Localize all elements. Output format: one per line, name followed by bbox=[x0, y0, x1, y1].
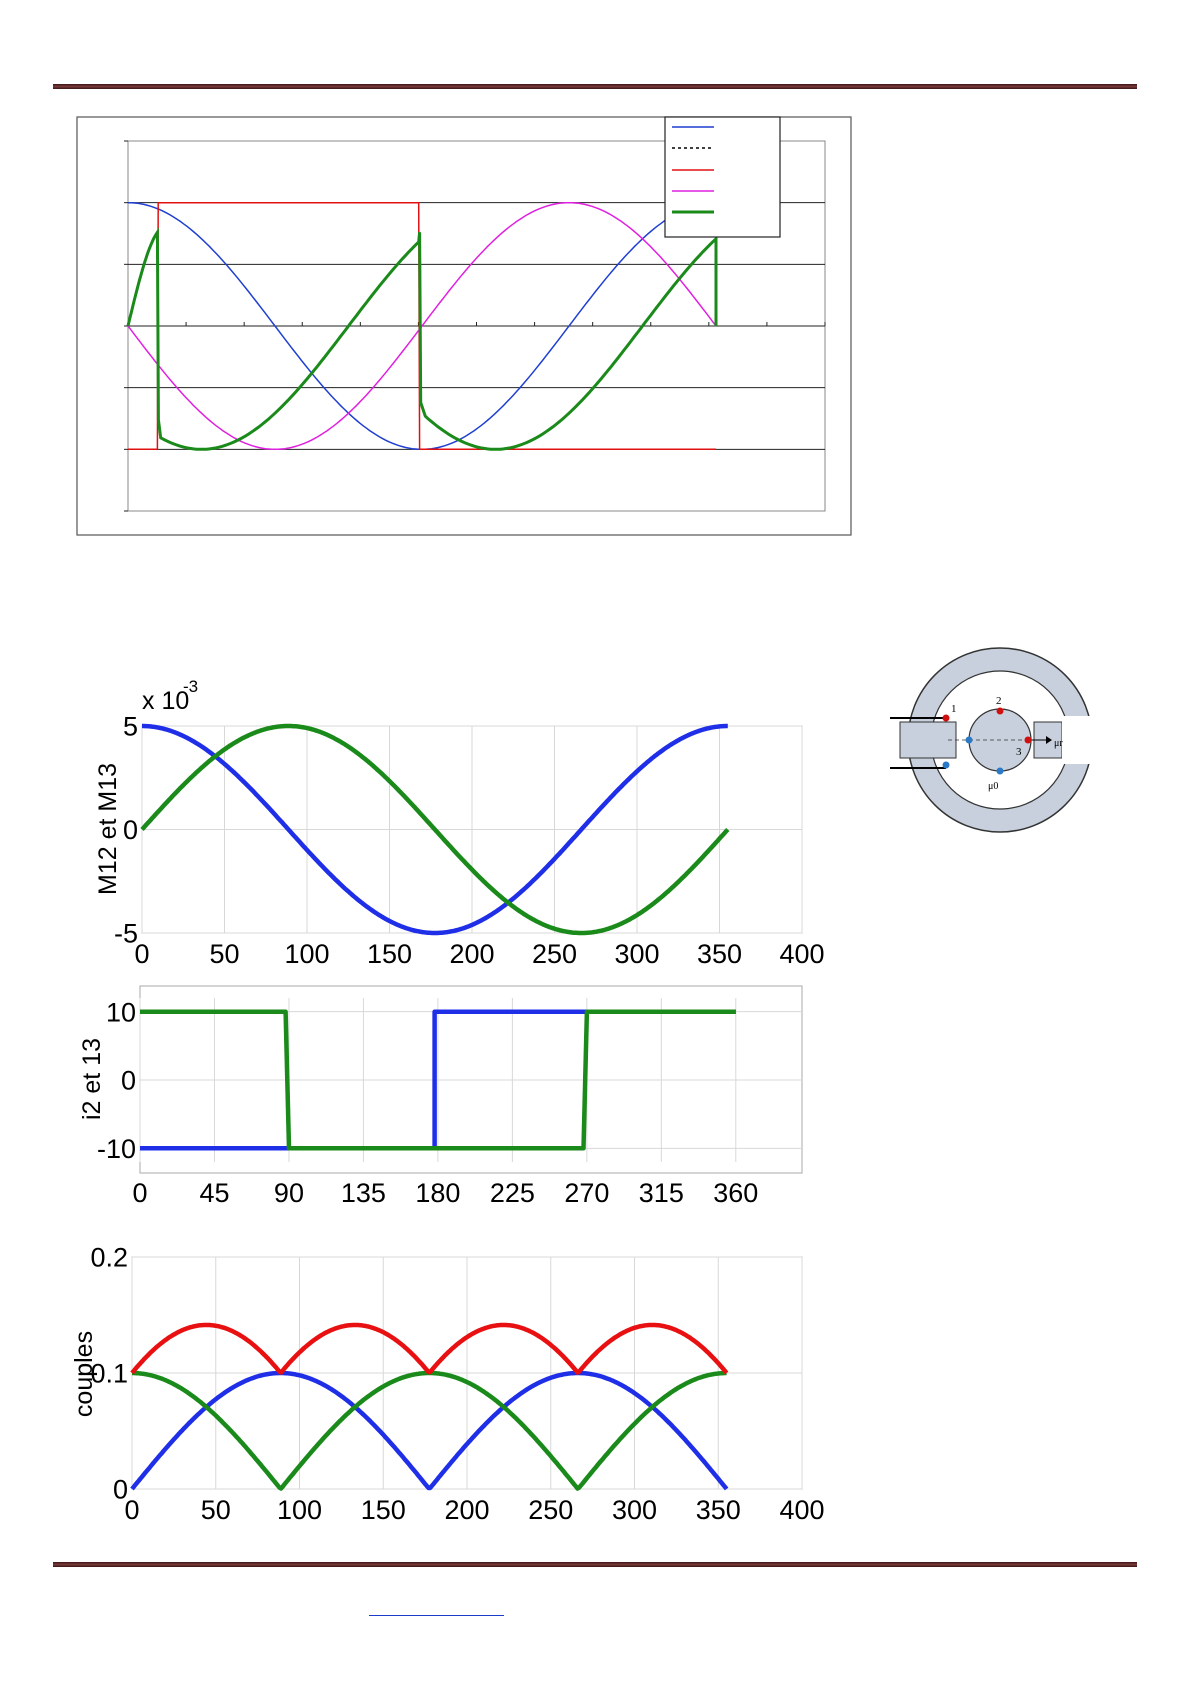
x-tick-label: 135 bbox=[341, 1178, 386, 1208]
y-tick-label: 0 bbox=[123, 815, 138, 845]
x-tick-label: 45 bbox=[199, 1178, 229, 1208]
top-series-s_red bbox=[128, 201, 716, 451]
top-chart bbox=[76, 116, 852, 536]
x-tick-label: 150 bbox=[361, 1495, 406, 1525]
x-tick-label: 50 bbox=[201, 1495, 231, 1525]
i-ylabel: i2 et 13 bbox=[78, 1038, 106, 1120]
x-tick-label: 300 bbox=[614, 939, 659, 969]
diagram-label-3: 3 bbox=[1016, 746, 1022, 758]
red-dot-3 bbox=[1024, 736, 1032, 744]
x-tick-label: 100 bbox=[277, 1495, 322, 1525]
top-legend-box bbox=[664, 116, 781, 238]
current-chart: 0 45 90 135 180 225 270 315 360 10 0 -10 i2 et 13 bbox=[78, 985, 803, 1208]
y-tick-label: 0 bbox=[113, 1475, 128, 1505]
magnetic-diagram: 1 2 3 μ0 μr bbox=[890, 647, 1096, 833]
x-tick-label: 250 bbox=[528, 1495, 573, 1525]
diagram-label-1: 1 bbox=[951, 703, 957, 715]
y-tick-label: 0 bbox=[121, 1066, 136, 1096]
x-tick-label: 225 bbox=[490, 1178, 535, 1208]
series-line bbox=[141, 723, 729, 936]
series-line bbox=[140, 723, 730, 936]
top-legend bbox=[664, 116, 781, 238]
m-exponent-base: x 10 bbox=[142, 687, 189, 715]
x-tick-label: 400 bbox=[779, 939, 824, 969]
top-series-s_green bbox=[126, 227, 718, 451]
x-tick-label: 315 bbox=[639, 1178, 684, 1208]
x-tick-label: 400 bbox=[779, 1495, 824, 1525]
i-series bbox=[140, 1009, 736, 1151]
diagram-label-mur: μr bbox=[1054, 738, 1063, 749]
x-tick-label: 150 bbox=[367, 939, 412, 969]
m-grid bbox=[141, 725, 803, 934]
left-pole bbox=[899, 721, 957, 759]
x-tick-label: 350 bbox=[697, 939, 742, 969]
x-tick-label: 0 bbox=[134, 939, 149, 969]
m-series bbox=[140, 723, 730, 936]
header-rule bbox=[53, 84, 1137, 89]
x-tick-label: 250 bbox=[532, 939, 577, 969]
y-tick-label: -5 bbox=[114, 919, 138, 949]
arrow-head-icon bbox=[1046, 736, 1052, 744]
diagram-label-mu0: μ0 bbox=[988, 781, 998, 792]
y-tick-label: 0.1 bbox=[90, 1359, 128, 1389]
blue-dot-1 bbox=[942, 761, 950, 769]
c-tick-labels: 0 50 100 150 200 250 300 350 400 0.2 0.1 0 bbox=[90, 1243, 824, 1525]
series-line bbox=[130, 1322, 729, 1375]
x-tick-label: 350 bbox=[696, 1495, 741, 1525]
m-ylabel: M12 et M13 bbox=[94, 763, 122, 895]
blue-dot-2 bbox=[965, 736, 973, 744]
y-tick-label: 5 bbox=[123, 712, 138, 742]
right-gap bbox=[1062, 716, 1096, 764]
y-tick-label: 0.2 bbox=[90, 1243, 128, 1273]
x-tick-label: 200 bbox=[444, 1495, 489, 1525]
x-tick-label: 180 bbox=[415, 1178, 460, 1208]
y-tick-label: 10 bbox=[106, 997, 136, 1027]
x-tick-label: 50 bbox=[209, 939, 239, 969]
diagram-label-2: 2 bbox=[996, 695, 1002, 707]
x-tick-label: 0 bbox=[132, 1178, 147, 1208]
blue-dot-3 bbox=[996, 767, 1004, 775]
footer-link[interactable] bbox=[369, 1615, 504, 1616]
i-tick-labels: 0 45 90 135 180 225 270 315 360 10 0 -10 bbox=[97, 997, 758, 1208]
torque-chart: 0 50 100 150 200 250 300 350 400 0.2 0.1 0 couples bbox=[70, 1243, 825, 1525]
x-tick-label: 200 bbox=[449, 939, 494, 969]
c-ylabel: couples bbox=[70, 1331, 98, 1417]
series-line bbox=[140, 1009, 736, 1151]
top-series bbox=[126, 201, 718, 451]
red-dot-2 bbox=[996, 707, 1004, 715]
x-tick-label: 360 bbox=[713, 1178, 758, 1208]
c-series bbox=[130, 1322, 729, 1491]
red-dot-1 bbox=[942, 714, 950, 722]
series-line bbox=[130, 1370, 729, 1491]
x-tick-label: 0 bbox=[124, 1495, 139, 1525]
x-tick-label: 300 bbox=[612, 1495, 657, 1525]
footer-rule bbox=[53, 1562, 1137, 1567]
m-exponent-power: -3 bbox=[183, 677, 198, 696]
x-tick-label: 100 bbox=[284, 939, 329, 969]
c-grid bbox=[131, 1256, 803, 1490]
top-series-s_mag bbox=[127, 201, 717, 451]
x-tick-label: 270 bbox=[564, 1178, 609, 1208]
y-tick-label: -10 bbox=[97, 1134, 136, 1164]
x-tick-label: 90 bbox=[274, 1178, 304, 1208]
